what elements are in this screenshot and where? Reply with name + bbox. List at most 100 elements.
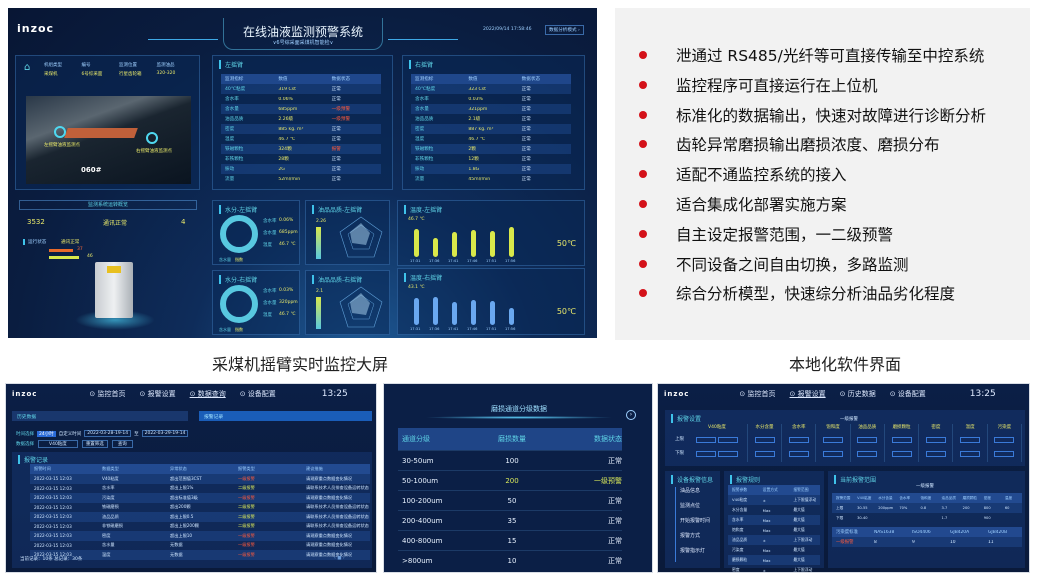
table-cell: 含水量 <box>102 542 115 548</box>
threshold-input[interactable] <box>754 451 775 457</box>
time-label: 17:51 <box>486 327 497 331</box>
temp-bar <box>471 300 476 325</box>
info-label: 机组类型 <box>44 63 62 68</box>
temp-bar <box>509 307 514 325</box>
metric-label: 含水率 <box>263 289 277 294</box>
threshold-input[interactable] <box>925 451 946 457</box>
threshold-input[interactable] <box>717 437 738 443</box>
data-type-dropdown[interactable]: V40粘度 <box>38 440 78 448</box>
table-row: 2022-03-15 12:03 油品品质 超出上限0.5 二级报警 请联系技术人员排查… <box>30 512 370 522</box>
table-header: 监测指标 数值 数据状态 <box>411 74 571 84</box>
analysis-mode-button[interactable]: 数据分析模式 › <box>545 25 584 35</box>
threshold-input[interactable] <box>891 451 912 457</box>
table-cell: 油品品质 <box>415 117 434 122</box>
table-cell: 最大值 <box>793 557 805 562</box>
nav-alarm-settings[interactable]: ⊙ 报警设置 <box>139 390 176 398</box>
table-cell: 流量 <box>225 177 235 182</box>
threshold-input[interactable] <box>960 451 981 457</box>
info-label: 监测油品 <box>156 63 175 68</box>
table-cell: ± <box>762 537 766 543</box>
nav-history-data[interactable]: ⊙ 历史数据 <box>839 390 876 398</box>
threshold-input[interactable] <box>754 437 775 443</box>
table-cell: 二级报警 <box>238 513 255 519</box>
column-header: 异常状态 <box>170 466 187 471</box>
threshold-input[interactable] <box>891 437 912 443</box>
panel-title: 设备报警信息 <box>671 475 713 484</box>
nav-home[interactable]: ⊙ 监控首页 <box>739 390 776 398</box>
feature-item: 不同设备之间自由切换，多路监测 <box>639 253 909 275</box>
threshold-input[interactable] <box>857 451 878 457</box>
metric-value: 46.7 ℃ <box>279 242 296 247</box>
communication-status: 通讯正常 <box>103 220 128 227</box>
right-monitor-point-icon[interactable] <box>146 132 158 144</box>
threshold-input[interactable] <box>695 451 716 457</box>
table-cell: 2022-03-15 12:03 <box>34 476 72 482</box>
table-row: 2022-03-15 12:03 非铁磁磨损 超出上限200颗 二级报警 请联系技术人员… <box>30 522 370 532</box>
tab-history-data[interactable]: 历史数据 <box>12 411 188 421</box>
tab-alarm-records[interactable]: 报警记录 <box>199 411 372 421</box>
table-row: 下限 30-40 1.7 900 <box>832 513 1022 523</box>
table-cell: 密度 <box>102 532 111 538</box>
reset-filter-button[interactable]: 重置筛选 <box>81 440 108 448</box>
table-cell: 2022-03-15 12:03 <box>34 542 72 548</box>
column-header: 报警范围 <box>836 495 851 500</box>
nav-device-config[interactable]: ⊙ 设备配置 <box>889 390 926 398</box>
metric-value: 0.03% <box>279 288 294 293</box>
table-header: 监测指标 数值 数据状态 <box>221 74 381 84</box>
end-date-input[interactable]: 2022-03-29-19-14 <box>141 430 189 437</box>
pagination[interactable]: ‹ ■ › <box>334 556 345 561</box>
threshold-input[interactable] <box>994 451 1015 457</box>
wear-channel-screenshot: 磨损通道分级数据 › 通道分级 磨损数量 数据状态 30-50um 100 正常 50-10… <box>383 383 653 573</box>
nav-device-config[interactable]: ⊙ 设备配置 <box>239 390 276 398</box>
threshold-input-row <box>748 434 781 448</box>
table-cell: 30-40 <box>857 516 868 520</box>
table-row: 饱和度 Max 最大值 <box>728 525 820 535</box>
table-cell: 正常 <box>521 167 531 172</box>
table-row: 200-400um 35 正常 <box>398 510 622 530</box>
threshold-input[interactable] <box>960 437 981 443</box>
table-row: 振动 2G 正常 <box>221 164 381 174</box>
panel-title: 左摇臂 <box>219 60 243 69</box>
column-header: 温度 <box>1004 495 1013 500</box>
device-selector[interactable]: ∨6号综采面采煤机智能检∨ <box>272 40 334 46</box>
param-column: 含水率 <box>782 424 817 462</box>
param-column: 饱和度 <box>816 424 851 462</box>
table-cell: 8 <box>874 539 877 545</box>
threshold-input[interactable] <box>823 437 844 443</box>
column-header: GJB420B <box>988 529 1008 535</box>
threshold-input[interactable] <box>788 451 809 457</box>
start-date-input[interactable]: 2022-03-28-19-14 <box>84 430 132 437</box>
table-cell: 319 Cst <box>278 86 296 92</box>
table-cell: 11 <box>988 539 994 545</box>
threshold-input[interactable] <box>717 451 738 457</box>
device-badge <box>107 266 121 273</box>
threshold-input[interactable] <box>925 437 946 443</box>
metric-label: 含水量 <box>263 231 277 236</box>
next-icon[interactable]: › <box>626 410 636 420</box>
param-column: 水分含量 <box>748 424 783 462</box>
table-cell: 二级报警 <box>238 485 255 491</box>
table-cell: 铁磁颗粒 <box>415 147 434 152</box>
custom-time-button[interactable]: 自定义时间 <box>58 431 82 437</box>
24h-button[interactable]: 24小时 <box>37 430 56 437</box>
nav-alarm-settings[interactable]: ⊙ 报警设置 <box>789 390 826 398</box>
table-row: 温度 46.7 ℃ 正常 <box>221 134 381 144</box>
left-monitor-point-icon[interactable] <box>54 126 66 138</box>
table-cell: 上下限值浮动 <box>793 497 817 502</box>
threshold-input[interactable] <box>994 437 1015 443</box>
threshold-input[interactable] <box>823 451 844 457</box>
nav-home[interactable]: ⊙ 监控首页 <box>89 390 126 398</box>
table-cell: 一级预警 <box>594 476 623 485</box>
datetime: 2022/09/14 17:58:46 <box>483 27 532 32</box>
table-header: 报警时间 数据类型 异常状态 报警类型 建议措施 <box>30 464 370 474</box>
threshold-input[interactable] <box>857 437 878 443</box>
column-header: 数值 <box>468 77 478 82</box>
table-row: 一级报警 8 9 10 11 <box>832 537 1022 547</box>
search-button[interactable]: 查询 <box>111 440 133 448</box>
threshold-input[interactable] <box>695 437 716 443</box>
table-row: 密度 ± 上下限浮动 <box>728 565 820 572</box>
threshold-input[interactable] <box>788 437 809 443</box>
nav-data-query[interactable]: ⊙ 数据查询 <box>189 390 226 398</box>
threshold-input-row <box>988 434 1021 448</box>
table-cell: 超出上限10 <box>170 532 193 538</box>
